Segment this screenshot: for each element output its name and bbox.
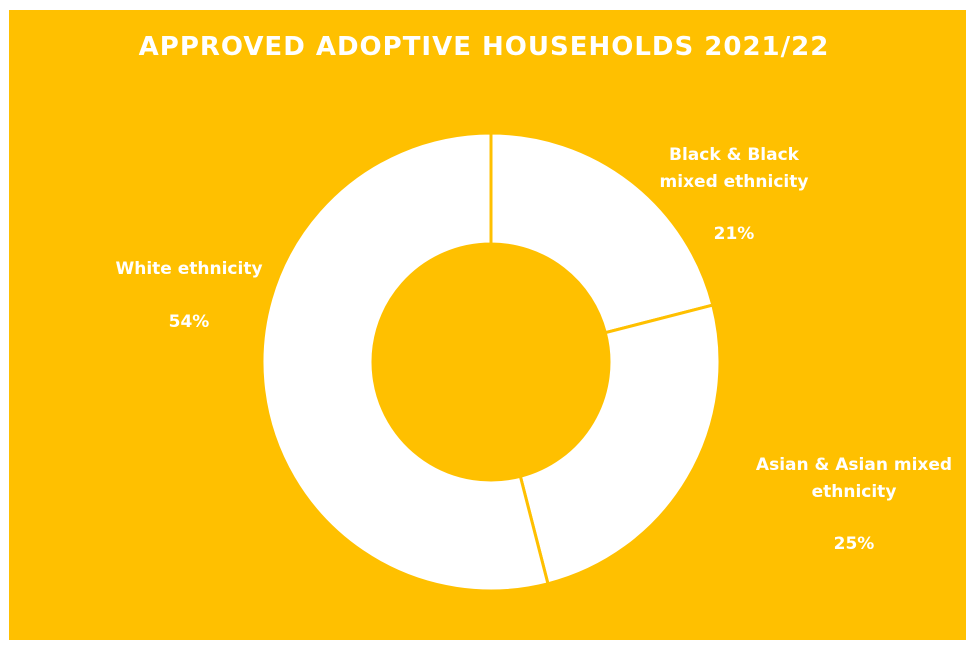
slice-asian <box>518 303 722 586</box>
data-label-white: White ethnicity 54% <box>84 230 294 362</box>
data-label-black: Black & Black mixed ethnicity 21% <box>629 116 839 274</box>
data-label-category: Black & Black mixed ethnicity <box>659 145 809 192</box>
data-label-percent: 21% <box>713 224 755 245</box>
donut-slices <box>260 131 722 593</box>
chart-area: APPROVED ADOPTIVE HOUSEHOLDS 2021/22 Bla… <box>9 10 966 640</box>
slice-black <box>489 131 715 335</box>
data-label-percent: 54% <box>168 312 210 333</box>
data-label-category: White ethnicity <box>115 259 263 280</box>
slice-white <box>260 131 550 593</box>
data-label-asian: Asian & Asian mixed ethnicity 25% <box>724 426 966 584</box>
chart-title: APPROVED ADOPTIVE HOUSEHOLDS 2021/22 <box>138 32 830 62</box>
donut-chart <box>260 131 722 593</box>
data-label-category: Asian & Asian mixed ethnicity <box>755 455 953 502</box>
data-label-percent: 25% <box>833 534 875 555</box>
